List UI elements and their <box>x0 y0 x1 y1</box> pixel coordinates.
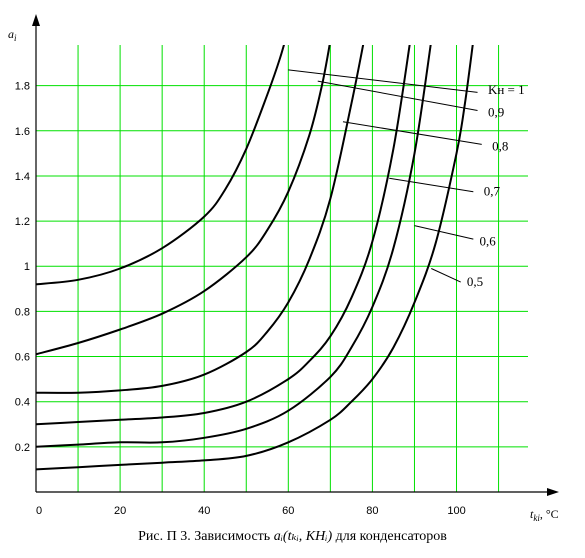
y-tick-label: 1.6 <box>15 126 30 138</box>
x-tick-label: 60 <box>282 505 294 517</box>
x-tick-label: 100 <box>447 505 465 517</box>
figure-caption: Рис. П 3. Зависимость aᵢ(tₖᵢ, KHᵢ) для к… <box>0 528 585 545</box>
series-label-5: 0,6 <box>480 233 497 248</box>
leader-line-2 <box>317 80 478 111</box>
curve-labels: Kн = 1 0,9 0,8 0,7 0,6 0,5 <box>467 82 525 289</box>
y-tick-label: 0.2 <box>15 442 30 454</box>
x-tick-label: 20 <box>114 505 126 517</box>
series-label-1: Kн = 1 <box>488 82 525 97</box>
x-axis-arrow <box>547 488 559 496</box>
leader-line-5 <box>414 225 474 240</box>
caption-prefix: Рис. П 3. Зависимость <box>138 529 274 544</box>
series-label-4: 0,7 <box>484 184 501 199</box>
leader-line-6 <box>431 268 461 283</box>
series-line-1 <box>36 45 285 286</box>
y-tick-label: 0.4 <box>15 397 30 409</box>
series-label-6: 0,5 <box>467 274 483 289</box>
y-axis-arrow <box>32 14 40 26</box>
leader-line-3 <box>342 121 482 145</box>
y-tick-label: 1.2 <box>15 216 30 228</box>
series-line-4 <box>36 45 411 426</box>
caption-formula: aᵢ(tₖᵢ, KHᵢ) <box>273 529 333 544</box>
y-tick-label: 0.8 <box>15 306 30 318</box>
x-tick-label: 80 <box>366 505 378 517</box>
series-label-2: 0,9 <box>488 105 504 120</box>
y-tick-label: 1.4 <box>15 171 30 183</box>
series-line-6 <box>36 45 474 471</box>
tick-labels: 0 20 40 60 80 100 0.2 0.4 0.6 0.8 1 1.2 1.4 1.6 1.8 <box>15 81 466 517</box>
leader-lines <box>288 69 482 283</box>
leader-line-4 <box>389 177 474 193</box>
series-line-3 <box>36 45 365 394</box>
x-tick-label: 0 <box>36 505 42 517</box>
grid <box>36 45 528 492</box>
series-line-5 <box>36 45 432 448</box>
y-tick-label: 1 <box>24 261 30 273</box>
x-axis-label: tki, °C <box>530 507 559 523</box>
series-line-2 <box>36 45 331 356</box>
axes <box>32 14 559 496</box>
y-tick-label: 1.8 <box>15 81 30 93</box>
curves <box>36 45 474 471</box>
series-label-3: 0,8 <box>492 139 508 154</box>
caption-suffix: для конденсаторов <box>332 529 447 544</box>
chart: 0 20 40 60 80 100 0.2 0.4 0.6 0.8 1 1.2 1.4 1.6 1.8 Kн… <box>8 14 559 523</box>
y-tick-label: 0.6 <box>15 352 30 364</box>
y-axis-label: ai <box>8 27 17 43</box>
leader-line-1 <box>288 69 478 93</box>
x-tick-label: 40 <box>198 505 210 517</box>
